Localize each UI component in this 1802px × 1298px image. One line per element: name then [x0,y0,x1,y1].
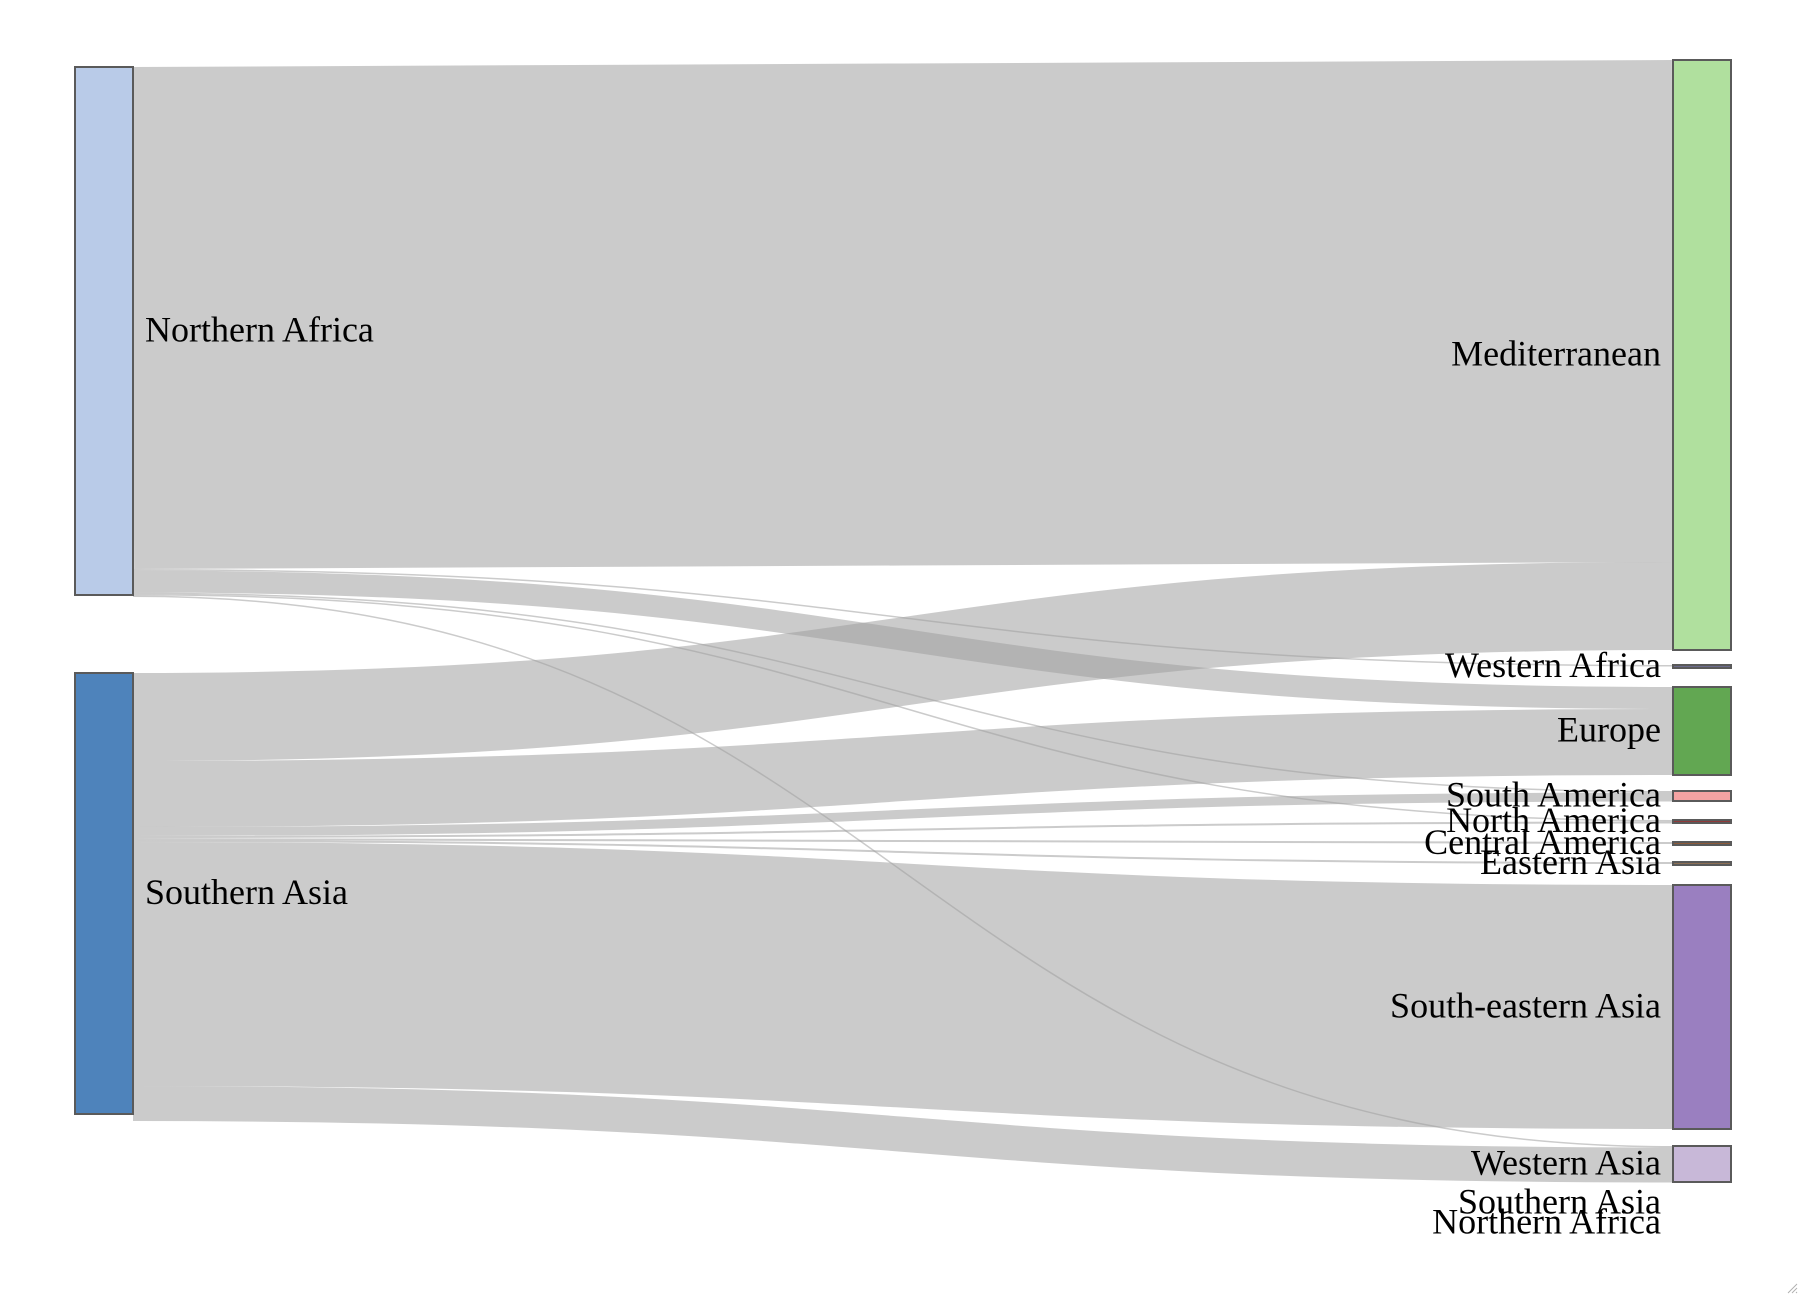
node-dst-eastern-asia[interactable] [1672,861,1732,866]
node-dst-central-america[interactable] [1672,841,1732,846]
nodes-layer [74,59,1732,1183]
node-label-dst-north-america: North America [1446,800,1661,840]
node-label-dst-central-america: Central America [1424,822,1661,862]
node-dst-europe[interactable] [1672,686,1732,776]
node-dst-north-america[interactable] [1672,819,1732,824]
resize-grip-icon[interactable] [1784,1280,1798,1294]
link-southern-asia-to-western-asia[interactable] [132,1086,1674,1183]
node-label-src-northern-africa: Northern Africa [145,309,374,349]
link-southern-asia-to-south-america[interactable] [132,792,1674,836]
link-southern-asia-to-eastern-asia[interactable] [132,840,1674,864]
node-label-dst-europe: Europe [1557,709,1661,749]
node-label-src-southern-asia: Southern Asia [145,872,348,912]
node-label-dst-south-eastern-asia: South-eastern Asia [1390,985,1661,1025]
node-label-dst-eastern-asia: Eastern Asia [1480,842,1661,882]
link-northern-africa-to-north-america[interactable] [132,594,1674,822]
node-label-dst-western-asia: Western Asia [1471,1142,1661,1182]
link-southern-asia-to-north-america[interactable] [132,821,1674,838]
link-southern-asia-to-central-america[interactable] [132,838,1674,844]
node-label-dst-western-africa: Western Africa [1445,645,1661,685]
node-dst-western-africa[interactable] [1672,664,1732,669]
link-northern-africa-to-mediterranean[interactable] [132,60,1674,569]
node-label-dst-northern-africa: Northern Africa [1432,1201,1661,1241]
link-southern-asia-to-mediterranean[interactable] [132,562,1674,761]
link-southern-asia-to-south-eastern-asia[interactable] [132,842,1674,1129]
link-southern-asia-to-europe[interactable] [132,709,1674,827]
node-dst-south-america[interactable] [1672,790,1732,802]
node-src-southern-asia[interactable] [74,672,134,1115]
node-dst-western-asia[interactable] [1672,1145,1732,1183]
links-layer [132,60,1674,1183]
node-label-dst-southern-asia: Southern Asia [1458,1181,1661,1221]
node-src-northern-africa[interactable] [74,66,134,596]
node-dst-south-eastern-asia[interactable] [1672,884,1732,1130]
node-label-dst-south-america: South America [1446,774,1661,814]
node-dst-mediterranean[interactable] [1672,59,1732,651]
node-label-dst-mediterranean: Mediterranean [1451,333,1661,373]
